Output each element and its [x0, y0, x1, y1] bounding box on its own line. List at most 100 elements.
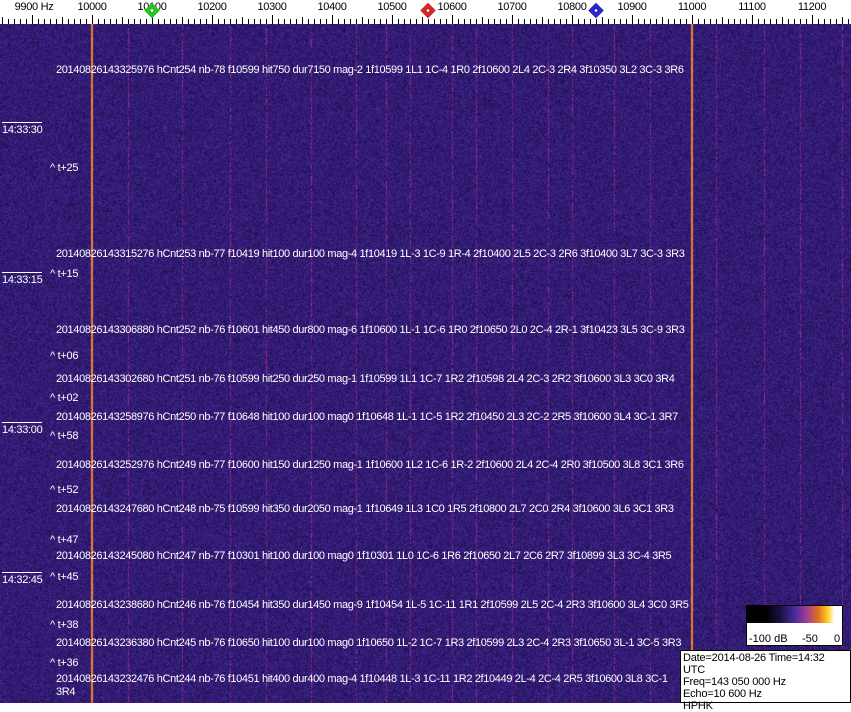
axis-tick: [608, 19, 609, 24]
axis-tick: [806, 19, 807, 24]
axis-tick: [794, 19, 795, 24]
colorbar-gradient: [747, 606, 842, 623]
detection-record: 20140826143258976 hCnt250 nb-77 f10648 h…: [56, 411, 678, 423]
axis-tick: [260, 19, 261, 24]
axis-tick: [494, 19, 495, 24]
axis-label: 10200: [197, 1, 227, 13]
axis-tick: [476, 19, 477, 24]
axis-tick: [284, 19, 285, 24]
axis-tick: [326, 19, 327, 24]
axis-label: 10500: [377, 1, 407, 13]
axis-tick: [308, 19, 309, 24]
axis-tick: [530, 19, 531, 24]
detection-record: 20140826143306880 hCnt252 nb-76 f10601 h…: [56, 324, 685, 336]
axis-tick: [344, 19, 345, 24]
axis-tick: [452, 15, 453, 24]
axis-label: 10300: [257, 1, 287, 13]
axis-tick: [728, 19, 729, 24]
axis-tick: [122, 17, 123, 24]
axis-tick: [206, 19, 207, 24]
axis-tick: [692, 15, 693, 24]
colorbar-legend: -100 dB -50 0: [746, 605, 843, 646]
axis-tick: [200, 19, 201, 24]
axis-tick: [524, 19, 525, 24]
axis-tick: [266, 19, 267, 24]
axis-label: 10400: [317, 1, 347, 13]
time-offset-label: ^ t+36: [50, 657, 79, 669]
axis-tick: [290, 19, 291, 24]
axis-tick: [446, 19, 447, 24]
axis-tick: [488, 19, 489, 24]
axis-tick: [194, 19, 195, 24]
axis-tick: [398, 19, 399, 24]
axis-tick: [590, 19, 591, 24]
axis-tick: [674, 19, 675, 24]
time-axis-label: 14:33:30: [2, 122, 43, 136]
axis-tick: [152, 15, 153, 24]
time-offset-label: ^ t+58: [50, 430, 79, 442]
axis-tick: [752, 15, 753, 24]
colorbar-min-label: -100 dB: [749, 633, 788, 645]
axis-tick: [56, 19, 57, 24]
axis-tick: [668, 19, 669, 24]
axis-tick: [32, 15, 33, 24]
axis-tick: [596, 19, 597, 24]
axis-tick: [62, 17, 63, 24]
axis-tick: [26, 19, 27, 24]
axis-tick: [800, 19, 801, 24]
axis-tick: [578, 19, 579, 24]
axis-tick: [548, 19, 549, 24]
axis-tick: [644, 19, 645, 24]
axis-label: 10600: [437, 1, 467, 13]
info-box: Date=2014-08-26 Time=14:32 UTC Freq=143 …: [680, 650, 851, 712]
axis-tick: [542, 17, 543, 24]
time-offset-label: ^ t+45: [50, 571, 79, 583]
axis-tick: [464, 19, 465, 24]
blue-marker-icon[interactable]: [588, 2, 604, 19]
detection-record: 20140826143236380 hCnt245 nb-76 f10650 h…: [56, 637, 682, 649]
axis-tick: [320, 19, 321, 24]
time-axis-label: 14:33:15: [2, 272, 43, 286]
axis-tick: [296, 19, 297, 24]
detection-record: 20140826143302680 hCnt251 nb-76 f10599 h…: [56, 373, 675, 385]
axis-tick: [626, 19, 627, 24]
time-axis-label: 14:32:45: [2, 572, 43, 586]
axis-tick: [710, 19, 711, 24]
axis-tick: [506, 19, 507, 24]
axis-tick: [470, 19, 471, 24]
axis-tick: [140, 19, 141, 24]
detection-record: 20140826143238680 hCnt246 nb-76 f10454 h…: [56, 599, 689, 611]
axis-tick: [458, 19, 459, 24]
time-offset-label: ^ t+02: [50, 392, 79, 404]
axis-tick: [632, 15, 633, 24]
axis-tick: [554, 19, 555, 24]
axis-label: 11100: [738, 1, 766, 13]
time-offset-label: ^ t+38: [50, 619, 79, 631]
axis-tick: [158, 19, 159, 24]
axis-tick: [104, 19, 105, 24]
axis-tick: [92, 15, 93, 24]
axis-tick: [572, 15, 573, 24]
axis-unit-label: 9900 Hz: [14, 1, 54, 13]
info-station: HPHK: [683, 700, 713, 712]
axis-tick: [182, 17, 183, 24]
time-offset-label: ^ t+47: [50, 534, 79, 546]
axis-tick: [656, 19, 657, 24]
axis-tick: [248, 19, 249, 24]
axis-tick: [176, 19, 177, 24]
axis-label: 10000: [77, 1, 107, 13]
axis-tick: [440, 19, 441, 24]
detection-record: 20140826143252976 hCnt249 nb-77 f10600 h…: [56, 459, 684, 471]
red-marker-icon[interactable]: [420, 2, 436, 19]
axis-tick: [824, 19, 825, 24]
axis-tick: [68, 19, 69, 24]
axis-tick: [368, 19, 369, 24]
axis-tick: [362, 17, 363, 24]
axis-label: 11000: [677, 1, 707, 13]
axis-tick: [134, 19, 135, 24]
axis-tick: [620, 19, 621, 24]
waterfall-spectrogram[interactable]: [0, 24, 851, 703]
axis-tick: [416, 19, 417, 24]
axis-tick: [386, 19, 387, 24]
axis-tick: [278, 19, 279, 24]
